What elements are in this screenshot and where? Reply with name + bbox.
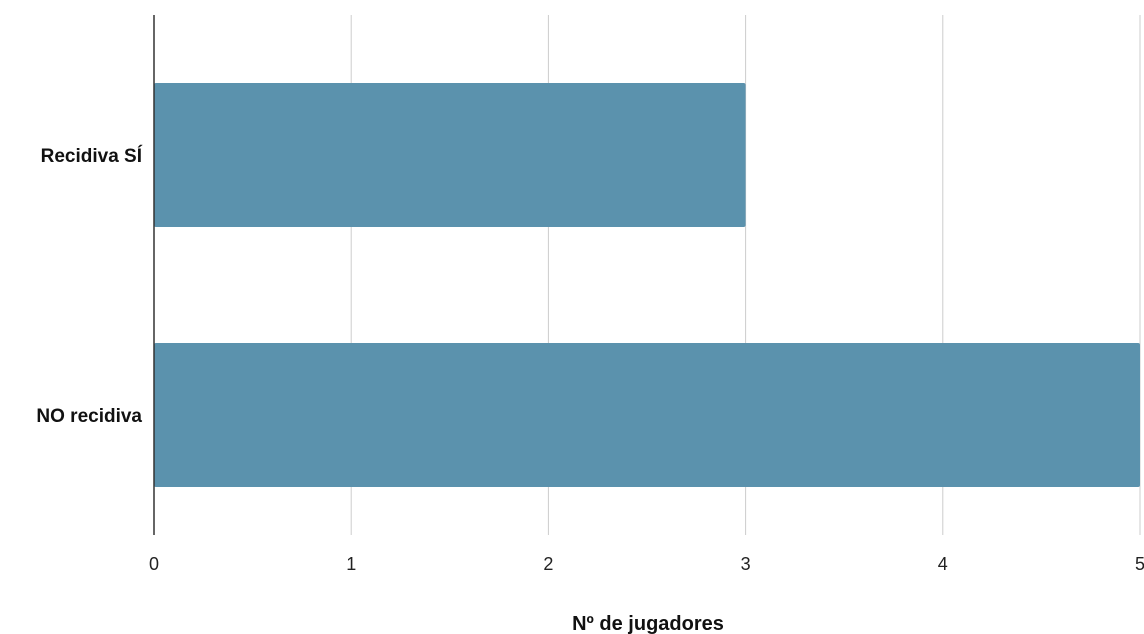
x-tick-label-2: 2: [543, 554, 553, 574]
bar-1: [154, 343, 1140, 487]
bars: [154, 83, 1140, 487]
labels: 0 1 2 3 4 5 Recidiva SÍ NO recidiva: [36, 145, 1144, 574]
x-tick-label-1: 1: [346, 554, 356, 574]
x-tick-label-0: 0: [149, 554, 159, 574]
x-tick-label-3: 3: [741, 554, 751, 574]
category-label-0: Recidiva SÍ: [41, 145, 143, 167]
x-axis-title: Nº de jugadores: [572, 613, 724, 634]
category-label-1: NO recidiva: [36, 406, 142, 427]
x-tick-label-5: 5: [1135, 554, 1144, 574]
x-tick-label-4: 4: [938, 554, 948, 574]
bar-0: [154, 83, 746, 227]
